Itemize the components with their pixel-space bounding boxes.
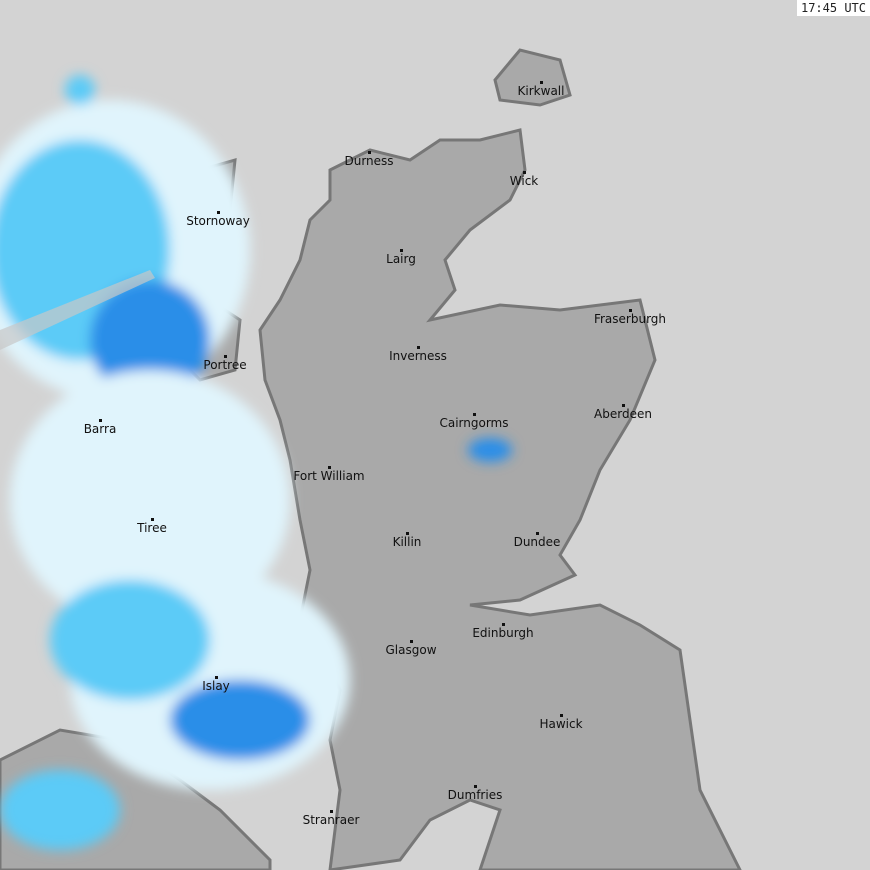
city-marker <box>224 355 227 358</box>
city-marker <box>629 309 632 312</box>
city-label: Dundee <box>513 535 561 549</box>
city-marker <box>523 171 526 174</box>
city-marker <box>328 466 331 469</box>
city-label: Aberdeen <box>594 407 652 421</box>
city-label: Barra <box>83 422 117 436</box>
city-marker <box>99 419 102 422</box>
city-marker <box>151 518 154 521</box>
city-label: Dumfries <box>447 788 503 802</box>
city-label: Edinburgh <box>472 626 534 640</box>
city-label: Killin <box>392 535 422 549</box>
city-marker <box>502 623 505 626</box>
city-label: Wick <box>509 174 539 188</box>
city-marker <box>368 151 371 154</box>
city-label: Portree <box>203 358 247 372</box>
city-label: Fraserburgh <box>593 312 667 326</box>
city-label: Kirkwall <box>517 84 565 98</box>
city-marker <box>330 810 333 813</box>
city-label: Tiree <box>137 521 167 535</box>
city-label: Durness <box>344 154 394 168</box>
city-label: Fort William <box>293 469 365 483</box>
city-marker <box>540 81 543 84</box>
city-label: Stranraer <box>302 813 360 827</box>
city-label: Islay <box>202 679 230 693</box>
city-marker <box>417 346 420 349</box>
radar-beam-artifact <box>0 270 155 350</box>
city-marker <box>536 532 539 535</box>
city-label: Cairngorms <box>439 416 509 430</box>
timestamp: 17:45 UTC <box>796 0 870 16</box>
city-label: Lairg <box>386 252 416 266</box>
city-marker <box>473 413 476 416</box>
city-marker <box>474 785 477 788</box>
city-marker <box>400 249 403 252</box>
city-marker <box>215 676 218 679</box>
city-marker <box>217 211 220 214</box>
city-marker <box>622 404 625 407</box>
city-label: Stornoway <box>186 214 250 228</box>
city-label: Glasgow <box>385 643 437 657</box>
city-marker <box>406 532 409 535</box>
land-scotland <box>258 128 742 870</box>
land-orkney <box>493 48 572 107</box>
rain-layer <box>0 75 512 850</box>
city-marker <box>560 714 563 717</box>
city-label: Hawick <box>539 717 583 731</box>
city-label: Inverness <box>389 349 447 363</box>
city-marker <box>410 640 413 643</box>
